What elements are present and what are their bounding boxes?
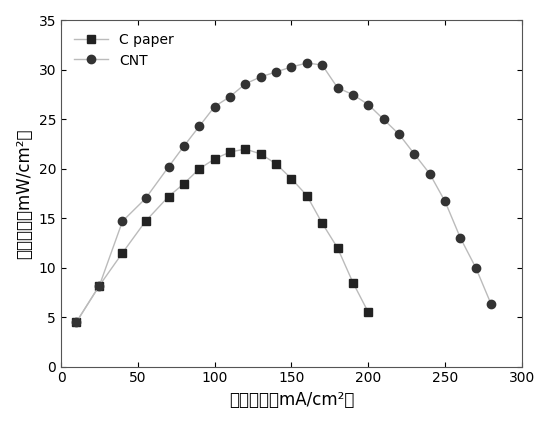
Legend: C paper, CNT: C paper, CNT	[68, 28, 180, 73]
CNT	[411, 151, 417, 156]
Y-axis label: 功率密度（mW/cm²）: 功率密度（mW/cm²）	[15, 128, 33, 259]
CNT	[273, 70, 279, 75]
C paper	[196, 166, 202, 171]
CNT	[319, 62, 326, 67]
C paper	[334, 245, 341, 251]
Line: CNT: CNT	[72, 59, 496, 326]
CNT	[227, 94, 233, 99]
CNT	[395, 132, 402, 137]
CNT	[472, 265, 479, 270]
C paper	[273, 162, 279, 167]
C paper	[288, 176, 295, 181]
C paper	[227, 150, 233, 155]
CNT	[242, 81, 249, 86]
CNT	[73, 320, 80, 325]
C paper	[304, 193, 310, 198]
CNT	[304, 61, 310, 66]
X-axis label: 电流密度（mA/cm²）: 电流密度（mA/cm²）	[229, 391, 354, 409]
CNT	[488, 302, 494, 307]
C paper	[165, 194, 172, 199]
CNT	[211, 104, 218, 109]
C paper	[73, 320, 80, 325]
C paper	[142, 219, 149, 224]
C paper	[211, 156, 218, 162]
CNT	[180, 144, 187, 149]
CNT	[426, 171, 433, 176]
CNT	[350, 92, 356, 97]
CNT	[196, 124, 202, 129]
C paper	[319, 220, 326, 226]
CNT	[96, 283, 103, 288]
CNT	[257, 74, 264, 79]
CNT	[334, 85, 341, 90]
C paper	[365, 310, 372, 315]
Line: C paper: C paper	[72, 145, 372, 326]
CNT	[142, 196, 149, 201]
C paper	[180, 181, 187, 186]
C paper	[257, 151, 264, 156]
CNT	[165, 164, 172, 169]
C paper	[350, 280, 356, 285]
C paper	[119, 250, 126, 255]
CNT	[119, 219, 126, 224]
CNT	[442, 199, 448, 204]
CNT	[457, 235, 464, 240]
CNT	[365, 102, 372, 107]
CNT	[381, 117, 387, 122]
C paper	[242, 147, 249, 152]
CNT	[288, 64, 295, 70]
C paper	[96, 283, 103, 288]
